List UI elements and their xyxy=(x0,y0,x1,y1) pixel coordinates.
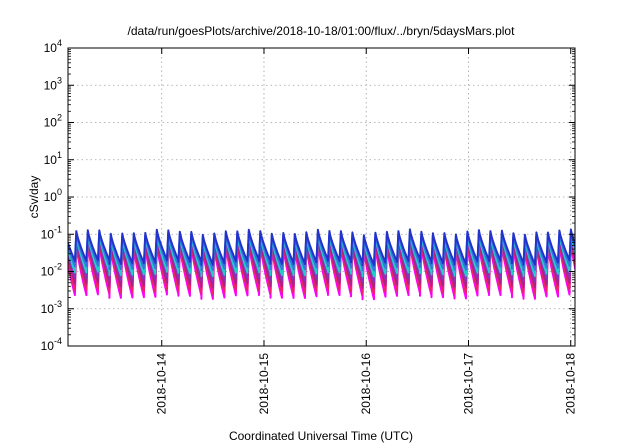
y-tick-label: 10-4 xyxy=(41,336,62,353)
y-axis-label: cSv/day xyxy=(27,176,41,219)
x-tick-label: 2018-10-15 xyxy=(257,353,271,415)
y-tick-label: 10-1 xyxy=(41,224,62,241)
series-group xyxy=(68,228,575,301)
y-tick-label: 10-2 xyxy=(41,262,62,279)
y-tick-label: 100 xyxy=(44,187,62,204)
series-line xyxy=(68,228,575,267)
x-tick-label: 2018-10-17 xyxy=(461,353,475,415)
y-axis: 10-4 10-3 10-2 10-1 100 101 102 103 104 xyxy=(41,38,575,353)
y-tick-label: 10-3 xyxy=(41,299,62,316)
y-tick-label: 103 xyxy=(44,75,62,92)
chart-title: /data/run/goesPlots/archive/2018-10-18/0… xyxy=(128,24,516,38)
y-tick-label: 102 xyxy=(44,113,62,130)
grid xyxy=(68,48,575,346)
x-tick-label: 2018-10-16 xyxy=(359,353,373,415)
y-tick-label: 104 xyxy=(44,38,62,55)
series-line xyxy=(68,230,575,272)
x-tick-label: 2018-10-14 xyxy=(155,353,169,415)
x-axis: 2018-10-14 2018-10-15 2018-10-16 2018-10-17… xyxy=(155,48,578,414)
x-tick-label: 2018-10-18 xyxy=(564,353,578,415)
x-axis-label: Coordinated Universal Time (UTC) xyxy=(229,429,413,443)
y-tick-label: 101 xyxy=(44,150,62,167)
